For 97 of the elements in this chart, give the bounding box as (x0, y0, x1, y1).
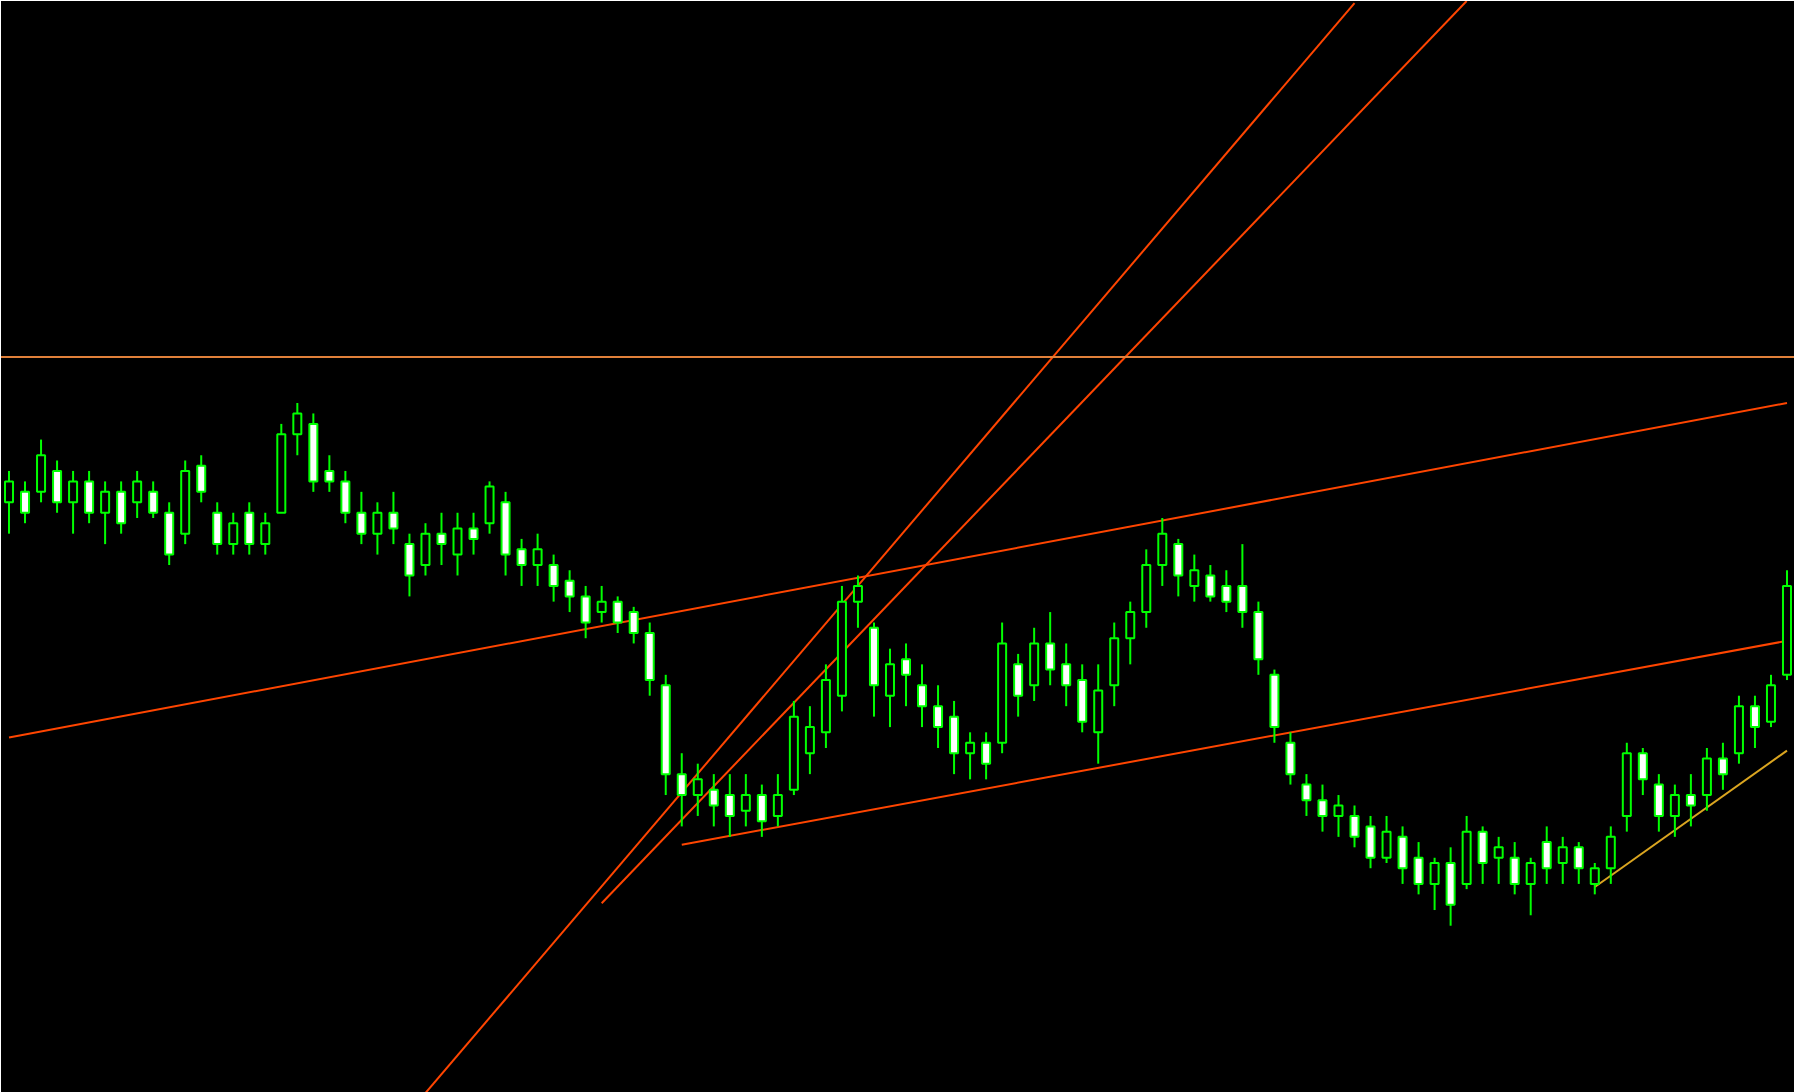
candlestick (740, 773, 751, 828)
candlestick (1669, 783, 1680, 838)
candlestick (1093, 663, 1104, 765)
candlestick (1189, 553, 1200, 603)
candlestick (1397, 825, 1408, 885)
candlestick (1429, 856, 1440, 912)
candlestick (84, 469, 95, 525)
candlestick (949, 699, 960, 776)
candlestick (1525, 856, 1536, 917)
candlestick (404, 532, 415, 598)
candlestick (596, 584, 607, 624)
candlestick (724, 773, 735, 838)
candlestick (564, 569, 575, 614)
candlestick (1557, 835, 1568, 885)
candlestick (1061, 642, 1072, 708)
candlestick (772, 773, 783, 828)
candlestick (452, 511, 463, 577)
candlestick (1765, 673, 1776, 729)
candlestick (917, 663, 928, 729)
candlestick (1445, 846, 1456, 927)
candlestick (1653, 773, 1664, 833)
candlestick (388, 490, 399, 546)
candlestick (196, 454, 207, 504)
candlestick (260, 511, 271, 556)
candlestick (148, 480, 159, 519)
candlestick (1477, 825, 1488, 885)
candlestick (1749, 694, 1760, 749)
candlestick (372, 501, 383, 556)
candlestick (1125, 600, 1136, 666)
candlestick (692, 762, 703, 817)
candlestick (132, 469, 143, 519)
candlestick (1733, 694, 1744, 765)
candlestick (516, 537, 527, 587)
candlestick (852, 574, 863, 629)
candlestick (1013, 652, 1024, 718)
candlestick (1301, 773, 1312, 817)
candlestick (100, 480, 111, 546)
candlestick (356, 490, 367, 546)
candlestick (1589, 862, 1600, 896)
candlestick (756, 783, 767, 838)
candlestick (965, 731, 976, 781)
candlestick (1141, 548, 1152, 629)
candlestick (884, 647, 895, 729)
candlestick (1109, 621, 1120, 708)
candlestick (1157, 516, 1168, 587)
candlestick (1205, 564, 1216, 603)
candlestick (1573, 841, 1584, 885)
candlestick (708, 773, 719, 828)
candlestick (1221, 569, 1232, 614)
candlestick (212, 501, 223, 556)
candlestick (244, 501, 255, 556)
candlestick (1637, 746, 1648, 797)
candlestick (420, 522, 431, 577)
candlestick (1333, 794, 1344, 838)
candlestick (933, 684, 944, 749)
candlestick (52, 459, 63, 514)
candlestick (468, 511, 479, 556)
candlestick (1173, 537, 1184, 598)
candlestick (1701, 746, 1712, 812)
candlestick (901, 642, 912, 708)
candlestick (1317, 783, 1328, 833)
candlestick (1413, 841, 1424, 896)
candlestick (580, 584, 591, 640)
candlestick (548, 553, 559, 603)
candlestick (164, 501, 175, 567)
candlestick (36, 438, 47, 504)
candlestick (532, 532, 543, 587)
candlestick (20, 480, 31, 525)
candlestick (436, 511, 447, 567)
candlestick (981, 731, 992, 781)
candlestick (1365, 814, 1376, 870)
candlestick (1381, 814, 1392, 864)
candlestick (628, 605, 639, 645)
candlestick (228, 511, 239, 556)
candlestick (676, 752, 687, 828)
candlestick (804, 705, 815, 776)
candlestick (1349, 804, 1360, 849)
candlestick (1029, 626, 1040, 702)
candlestick (1237, 543, 1248, 629)
candlestick (612, 595, 623, 634)
candlestick (1509, 841, 1520, 896)
candlestick (1605, 825, 1616, 885)
candlestick (1253, 600, 1264, 676)
candlestick (1541, 825, 1552, 885)
candlestick (292, 401, 303, 457)
candlestick (1685, 773, 1696, 828)
candlestick (1285, 731, 1296, 786)
candlestick (1045, 611, 1056, 687)
candlestick (1717, 741, 1728, 791)
candlestick (324, 454, 335, 493)
candlestick (644, 621, 655, 697)
candlestick (116, 480, 127, 535)
candlestick (1493, 835, 1504, 885)
candlestick (340, 469, 351, 525)
candlestick (68, 469, 79, 535)
candlestick (1077, 663, 1088, 734)
candlestick (484, 480, 495, 535)
